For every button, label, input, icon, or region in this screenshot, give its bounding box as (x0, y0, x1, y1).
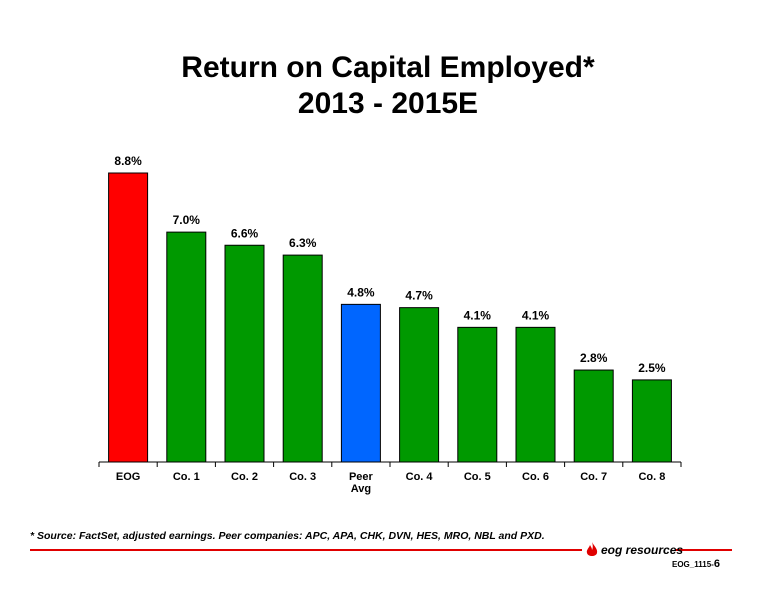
data-label: 6.3% (289, 236, 317, 250)
category-label: Co. 2 (231, 471, 258, 483)
bar-co-1 (166, 231, 207, 463)
bar-peer-avg (340, 303, 381, 463)
bar-co-4 (399, 307, 440, 463)
category-label: EOG (116, 471, 140, 483)
logo-text: eog resources (601, 543, 684, 557)
footer-rule-right (676, 549, 732, 551)
category-label: Avg (351, 483, 371, 495)
bar-co-7 (573, 369, 614, 463)
footer-rule-left (30, 549, 582, 551)
category-label: Peer (349, 471, 374, 483)
source-footnote: * Source: FactSet, adjusted earnings. Pe… (30, 530, 545, 542)
data-label: 4.1% (464, 308, 492, 322)
category-label: Co. 5 (464, 471, 491, 483)
bar-co-5 (457, 326, 498, 463)
bar-co-6 (515, 326, 556, 463)
bar-co-3 (282, 254, 323, 463)
chart-title-line-1: Return on Capital Employed* (181, 51, 595, 84)
bar-co-8 (631, 379, 672, 463)
data-label: 7.0% (173, 213, 201, 227)
category-label: Co. 8 (638, 471, 665, 483)
data-label: 4.7% (405, 289, 433, 303)
category-label: Co. 4 (406, 471, 434, 483)
slide-number: 6 (713, 558, 720, 570)
data-label: 6.6% (231, 226, 259, 240)
slide-code: EOG_1115- (672, 560, 714, 569)
data-label: 8.8% (114, 154, 142, 168)
chart-title-line-2: 2013 - 2015E (297, 87, 479, 120)
category-label: Co. 1 (173, 471, 200, 483)
data-label: 4.8% (347, 285, 375, 299)
category-label: Co. 7 (580, 471, 607, 483)
data-label: 2.5% (638, 361, 666, 375)
bar-eog (108, 172, 149, 463)
bar-co-2 (224, 244, 265, 463)
eog-logo: eog resources (585, 540, 683, 560)
data-label: 2.8% (580, 351, 608, 365)
category-label: Co. 6 (522, 471, 549, 483)
slide-id: EOG_1115-6 (672, 558, 720, 570)
category-label: Co. 3 (289, 471, 316, 483)
data-label: 4.1% (522, 308, 550, 322)
flame-drop-icon (586, 542, 598, 556)
